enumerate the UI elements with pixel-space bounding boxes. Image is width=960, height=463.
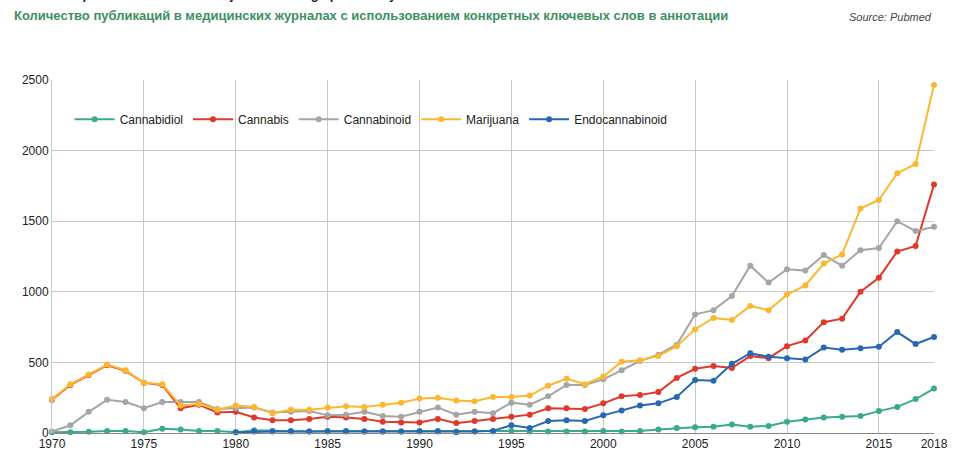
svg-text:1980: 1980 <box>222 437 249 451</box>
svg-text:1985: 1985 <box>314 437 341 451</box>
svg-text:1990: 1990 <box>406 437 433 451</box>
svg-text:Marijuana: Marijuana <box>466 113 519 127</box>
svg-text:2018: 2018 <box>921 437 948 451</box>
svg-text:2005: 2005 <box>682 437 709 451</box>
svg-text:1000: 1000 <box>22 285 49 299</box>
svg-text:1970: 1970 <box>39 437 66 451</box>
svg-text:Количество публикаций в медици: Количество публикаций в медицинских журн… <box>14 8 728 23</box>
svg-text:Number of publications in medi: Number of publications in medical journa… <box>14 0 504 2</box>
svg-text:1500: 1500 <box>22 214 49 228</box>
svg-text:Cannabinoid: Cannabinoid <box>344 113 411 127</box>
svg-text:1975: 1975 <box>131 437 158 451</box>
svg-text:Endocannabinoid: Endocannabinoid <box>574 113 667 127</box>
svg-text:Cannabidiol: Cannabidiol <box>120 113 183 127</box>
svg-text:Source: Pubmed: Source: Pubmed <box>849 11 932 23</box>
svg-text:2500: 2500 <box>22 73 49 87</box>
svg-text:2000: 2000 <box>22 144 49 158</box>
svg-text:Cannabis: Cannabis <box>238 113 289 127</box>
svg-text:2010: 2010 <box>774 437 801 451</box>
svg-text:0: 0 <box>42 426 49 440</box>
svg-text:2015: 2015 <box>866 437 893 451</box>
svg-text:500: 500 <box>29 356 49 370</box>
svg-text:2000: 2000 <box>590 437 617 451</box>
svg-text:1995: 1995 <box>498 437 525 451</box>
